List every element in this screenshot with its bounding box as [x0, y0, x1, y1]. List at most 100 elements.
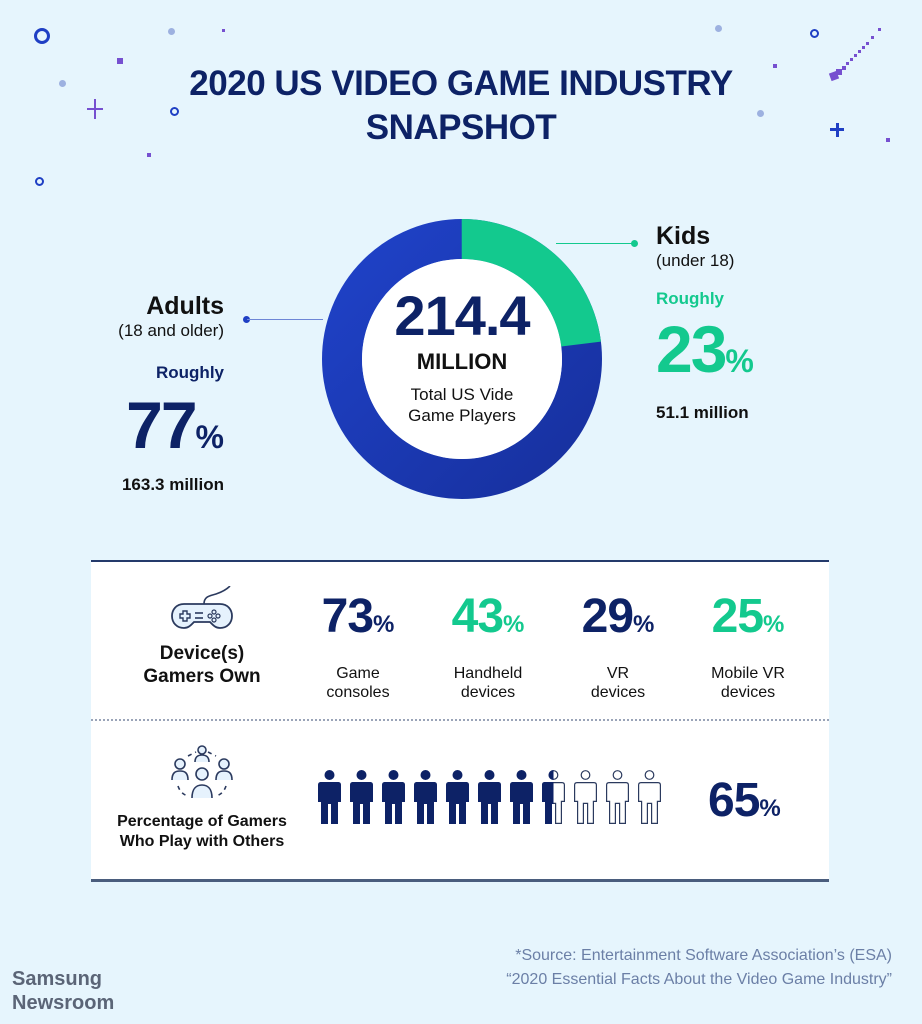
devices-label: Device(s) Gamers Own [112, 642, 292, 688]
kids-roughly: Roughly [656, 289, 724, 308]
sparkle-icon [87, 99, 103, 119]
adults-connector [243, 316, 323, 323]
person-filled-icon [350, 770, 373, 824]
device-label-line-1: Game [336, 665, 380, 682]
decor-ring [810, 29, 819, 38]
device-percent: 29% [558, 592, 678, 650]
title-line-2: SNAPSHOT [365, 108, 557, 147]
device-percent-value: 43 [451, 590, 504, 643]
device-percent: 43% [428, 592, 548, 650]
person-filled-icon [414, 770, 437, 824]
percent-sign: % [373, 611, 395, 638]
person-filled-icon [510, 770, 533, 824]
social-label-line-2: Who Play with Others [119, 833, 285, 850]
device-stat-mobile-vr: 25% Mobile VR devices [688, 592, 808, 702]
kids-subheading: (under 18) [656, 251, 735, 270]
donut-center: 214.4 MILLION Total US Vide Game Players [362, 288, 562, 426]
device-stat-game-consoles: 73% Game consoles [298, 592, 418, 702]
source-line-1: *Source: Entertainment Software Associat… [515, 947, 892, 964]
total-label-line-2: Game Players [408, 406, 516, 425]
source-citation: *Source: Entertainment Software Associat… [506, 944, 892, 992]
percent-sign: % [763, 611, 785, 638]
kids-heading: Kids [656, 222, 711, 250]
person-filled-icon [446, 770, 469, 824]
device-percent: 25% [688, 592, 808, 650]
decor-square [886, 138, 890, 142]
kids-percent-value: 23 [656, 312, 727, 386]
person-filled-icon [478, 770, 501, 824]
person-outline-icon [574, 770, 597, 824]
percent-sign: % [503, 611, 525, 638]
adults-stat: Adults (18 and older) Roughly 77% 163.3 … [118, 292, 224, 496]
device-percent-value: 73 [321, 590, 374, 643]
device-stat-vr: 29% VR devices [558, 592, 678, 702]
kids-connector [556, 240, 638, 247]
decor-dot [59, 80, 66, 87]
total-players-label: Total US Vide Game Players [362, 384, 562, 426]
adults-heading: Adults [146, 292, 224, 320]
brand-logo: Samsung Newsroom [12, 967, 114, 1015]
device-label-line-2: devices [460, 684, 516, 701]
adults-subheading: (18 and older) [118, 321, 224, 340]
adults-percent: 77% [118, 392, 224, 470]
device-label-line-2: devices [720, 684, 776, 701]
donut-chart [322, 219, 602, 499]
device-label: Game consoles [298, 664, 418, 702]
social-label: Percentage of Gamers Who Play with Other… [96, 812, 308, 852]
device-label-line-2: consoles [326, 684, 390, 701]
percent-sign: % [195, 419, 224, 455]
device-percent: 73% [298, 592, 418, 650]
decor-ring [35, 177, 44, 186]
device-percent-value: 25 [711, 590, 764, 643]
devices-label-line-1: Device(s) [159, 643, 245, 664]
device-label-line-2: devices [590, 684, 646, 701]
gamepad-icon [170, 585, 234, 632]
social-label-line-1: Percentage of Gamers [117, 813, 287, 830]
decor-square [773, 64, 777, 68]
decor-dot [757, 110, 764, 117]
people-figures [318, 770, 661, 824]
devices-label-line-2: Gamers Own [143, 666, 261, 687]
page-title: 2020 US VIDEO GAME INDUSTRY SNAPSHOT [0, 62, 922, 150]
decor-square [117, 58, 123, 64]
device-percent-value: 29 [581, 590, 634, 643]
percent-sign: % [759, 795, 781, 822]
brand-line-1: Samsung [12, 968, 103, 990]
adults-percent-value: 77 [126, 388, 197, 462]
device-label-line-1: Mobile VR [711, 665, 785, 682]
person-outline-icon [638, 770, 661, 824]
device-stat-handheld: 43% Handheld devices [428, 592, 548, 702]
shooting-star-icon [826, 26, 882, 82]
device-label: Handheld devices [428, 664, 548, 702]
decor-ring [170, 107, 179, 116]
person-half-icon [542, 770, 565, 824]
person-outline-icon [606, 770, 629, 824]
sparkle-icon [830, 123, 844, 137]
play-with-others-value: 65 [708, 774, 760, 827]
percent-sign: % [725, 343, 754, 379]
person-filled-icon [318, 770, 341, 824]
title-line-1: 2020 US VIDEO GAME INDUSTRY [189, 64, 733, 103]
device-label-line-1: VR [606, 665, 630, 682]
device-label: Mobile VR devices [688, 664, 808, 702]
decor-square [147, 153, 151, 157]
source-line-2: “2020 Essential Facts About the Video Ga… [506, 971, 892, 988]
kids-count: 51.1 million [656, 403, 749, 422]
kids-segment [322, 219, 602, 499]
total-label-line-1: Total US Vide [410, 385, 514, 404]
kids-stat: Kids (under 18) Roughly 23% 51.1 million [656, 222, 754, 424]
dotted-divider [91, 719, 829, 721]
group-people-icon [168, 744, 236, 800]
decor-dot [715, 25, 722, 32]
total-players-unit: MILLION [416, 349, 508, 374]
kids-percent: 23% [656, 316, 754, 394]
total-players-value: 214.4 [394, 284, 530, 347]
device-label-line-1: Handheld [453, 665, 523, 682]
decor-dot [168, 28, 175, 35]
decor-ring [34, 28, 50, 44]
adults-count: 163.3 million [121, 475, 224, 494]
percent-sign: % [633, 611, 655, 638]
play-with-others-percent: 65% [708, 776, 781, 834]
brand-line-2: Newsroom [12, 992, 115, 1014]
decor-square [222, 29, 225, 32]
